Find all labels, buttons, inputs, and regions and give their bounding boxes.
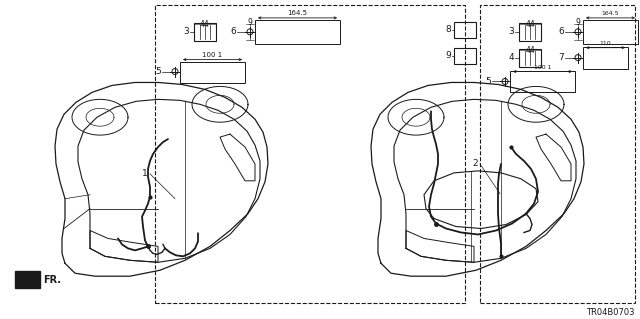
Text: 5: 5 [485, 77, 491, 86]
Text: 7: 7 [558, 53, 564, 62]
Bar [510, 70, 575, 93]
Text: 1: 1 [142, 169, 148, 178]
Text: 44: 44 [525, 20, 535, 29]
Bar [519, 49, 541, 67]
Text: 2: 2 [472, 160, 478, 168]
Bar [454, 22, 476, 38]
Text: 164.5: 164.5 [287, 10, 307, 16]
Text: 3: 3 [508, 27, 514, 36]
Text: TR04B0703: TR04B0703 [586, 308, 635, 317]
Text: 9: 9 [575, 18, 580, 27]
Polygon shape [15, 271, 40, 288]
Text: 8: 8 [445, 25, 451, 34]
Text: 6: 6 [558, 27, 564, 36]
Bar [583, 20, 638, 44]
Text: FR.: FR. [43, 275, 61, 285]
Bar [583, 47, 628, 69]
Text: 110: 110 [600, 41, 611, 46]
Text: 4: 4 [508, 53, 514, 62]
Bar [180, 62, 245, 84]
Bar [454, 48, 476, 63]
Text: 164.5: 164.5 [602, 11, 620, 16]
Text: 44: 44 [525, 46, 535, 55]
Text: 9: 9 [248, 18, 252, 27]
Bar [155, 5, 465, 303]
Bar [480, 5, 635, 303]
Bar [255, 20, 340, 44]
Text: 100 1: 100 1 [202, 52, 223, 58]
Text: 44: 44 [200, 20, 210, 29]
Bar [519, 23, 541, 41]
Text: 100 1: 100 1 [534, 64, 551, 70]
Text: 5: 5 [156, 67, 161, 76]
Bar [194, 23, 216, 41]
Text: 6: 6 [230, 27, 236, 36]
Text: 9: 9 [445, 51, 451, 60]
Text: 3: 3 [183, 27, 189, 36]
